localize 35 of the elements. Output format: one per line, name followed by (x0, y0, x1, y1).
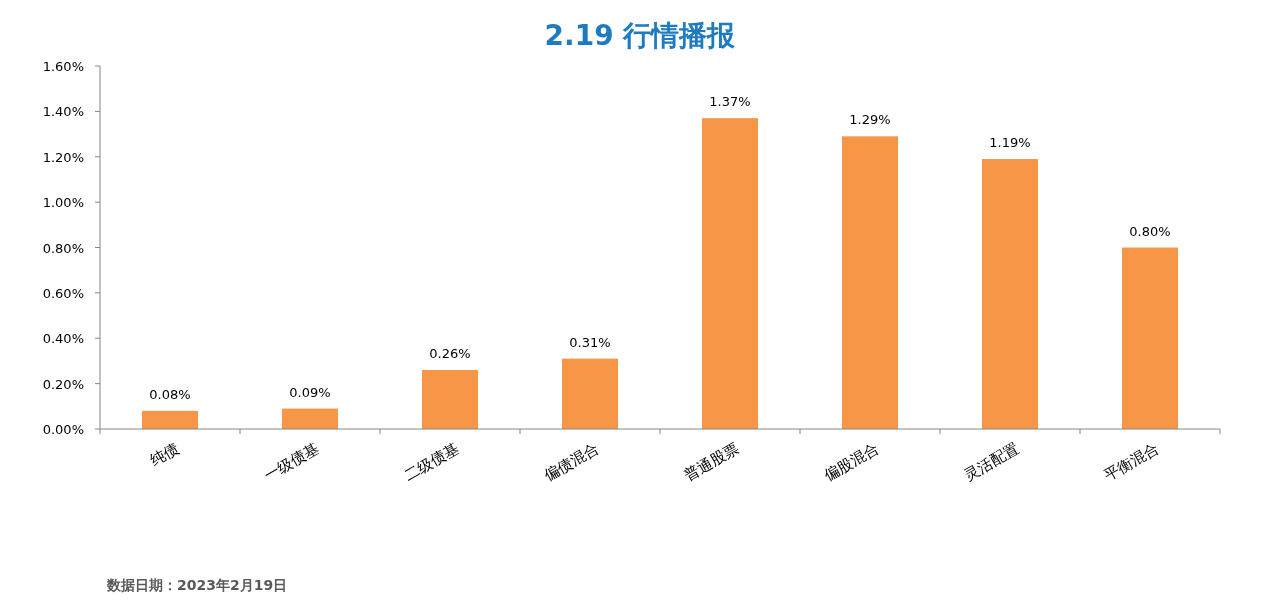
bar (282, 408, 338, 429)
x-tick-label: 平衡混合 (1101, 438, 1162, 485)
bar (142, 410, 198, 429)
x-tick-label: 纯债 (147, 438, 182, 470)
x-tick-label: 二级债基 (401, 438, 462, 485)
y-tick-label: 1.40% (42, 104, 84, 120)
data-label: 0.09% (289, 384, 331, 400)
chart-title: 2.19 行情播报 (544, 19, 737, 52)
data-label: 1.29% (849, 112, 891, 128)
x-tick-label: 偏股混合 (821, 438, 882, 485)
y-tick-label: 0.00% (42, 422, 84, 437)
y-tick-label: 1.20% (42, 149, 84, 165)
text: 数据日期：2023年2月19日 (106, 577, 288, 593)
y-tick-label: 0.80% (42, 240, 84, 256)
x-tick-label: 普通股票 (681, 438, 742, 485)
data-label: 1.37% (709, 94, 751, 110)
data-label: 0.80% (1129, 223, 1171, 239)
x-tick-label: 一级债基 (261, 438, 322, 485)
data-label: 0.26% (429, 346, 471, 362)
bar (982, 159, 1038, 429)
data-label: 1.19% (989, 135, 1031, 151)
bar (422, 370, 478, 429)
x-tick-label: 偏债混合 (541, 438, 602, 485)
y-tick-label: 1.00% (42, 195, 84, 211)
data-label: 0.08% (149, 386, 191, 402)
data-label: 0.31% (569, 334, 611, 350)
bar (562, 358, 618, 429)
bar (1122, 247, 1178, 429)
y-tick-label: 1.60% (42, 59, 84, 74)
y-tick-label: 0.40% (42, 331, 84, 347)
bar (842, 136, 898, 429)
bar (702, 118, 758, 429)
y-tick-label: 0.20% (42, 376, 84, 392)
x-tick-label: 灵活配置 (961, 438, 1022, 485)
y-tick-label: 0.60% (42, 285, 84, 301)
